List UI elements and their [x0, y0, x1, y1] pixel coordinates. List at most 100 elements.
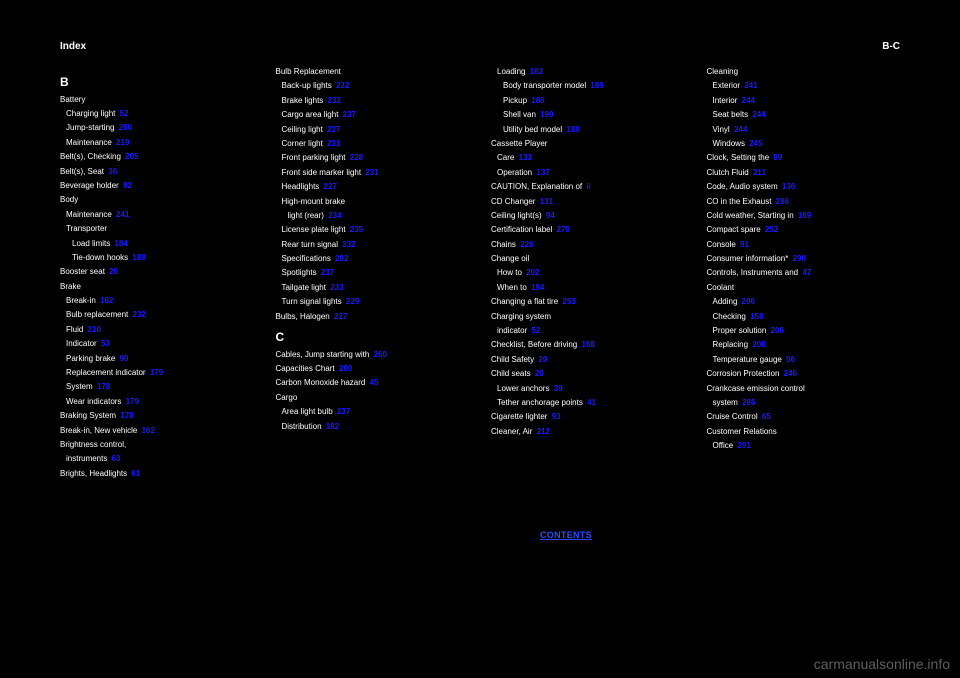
page-number-link[interactable]: 41 — [587, 398, 596, 408]
page-number-link[interactable]: 182 — [530, 67, 543, 77]
page-number-link[interactable]: 162 — [142, 426, 155, 436]
page-number-link[interactable]: 233 — [330, 283, 343, 293]
page-number-link[interactable]: 253 — [562, 297, 575, 307]
page-number-link[interactable]: 252 — [765, 225, 778, 235]
page-number-link[interactable]: 36 — [108, 167, 117, 177]
page-number-link[interactable]: 168 — [582, 340, 595, 350]
page-number-link[interactable]: 136 — [782, 182, 795, 192]
contents-link[interactable]: CONTENTS — [540, 530, 592, 540]
page-number-link[interactable]: 229 — [346, 297, 359, 307]
index-entry: Customer Relations — [707, 427, 901, 437]
page-number-link[interactable]: 241 — [116, 210, 129, 220]
page-number-link[interactable]: 232 — [342, 240, 355, 250]
page-number-link[interactable]: 56 — [786, 355, 795, 365]
page-number-link[interactable]: 245 — [749, 139, 762, 149]
page-number-link[interactable]: 237 — [327, 125, 340, 135]
page-number-link[interactable]: 210 — [88, 325, 101, 335]
page-number-link[interactable]: 26 — [109, 267, 118, 277]
page-number-link[interactable]: 202 — [526, 268, 539, 278]
page-number-link[interactable]: 211 — [753, 168, 766, 178]
page-number-link[interactable]: 244 — [752, 110, 765, 120]
page-number-link[interactable]: 246 — [784, 369, 797, 379]
page-number-link[interactable]: 228 — [350, 153, 363, 163]
index-entry: Parking brake 90 — [60, 354, 254, 364]
page-number-link[interactable]: 189 — [132, 253, 145, 263]
page-number-link[interactable]: 194 — [531, 283, 544, 293]
page-number-link[interactable]: 205 — [125, 152, 138, 162]
page-number-link[interactable]: 237 — [343, 110, 356, 120]
page-number-link[interactable]: 20 — [538, 355, 547, 365]
page-number-link[interactable]: 237 — [321, 268, 334, 278]
page-number-link[interactable]: 91 — [740, 240, 749, 250]
page-number-link[interactable]: 227 — [334, 312, 347, 322]
page-number-link[interactable]: 39 — [554, 384, 563, 394]
page-number-link[interactable]: 244 — [734, 125, 747, 135]
page-number-link[interactable]: 189 — [566, 125, 579, 135]
index-entry: High-mount brake — [276, 197, 470, 207]
page-number-link[interactable]: 291 — [737, 441, 750, 451]
page-number-link[interactable]: 237 — [337, 407, 350, 417]
entry-label: Brightness control, — [60, 440, 126, 449]
page-number-link[interactable]: 286 — [742, 398, 755, 408]
page-number-link[interactable]: 260 — [374, 350, 387, 360]
page-number-link[interactable]: 53 — [101, 339, 110, 349]
page-number-link[interactable]: 178 — [120, 411, 133, 421]
page-number-link[interactable]: 137 — [536, 168, 549, 178]
index-entry: Cleaning — [707, 67, 901, 77]
page-number-link[interactable]: 212 — [537, 427, 550, 437]
page-number-link[interactable]: 231 — [365, 168, 378, 178]
page-number-link[interactable]: 169 — [798, 211, 811, 221]
page-number-link[interactable]: 158 — [750, 312, 763, 322]
page-number-link[interactable]: 232 — [133, 310, 146, 320]
page-number-link[interactable]: 179 — [150, 368, 163, 378]
entry-label: Capacities Chart — [276, 364, 335, 373]
page-number-link[interactable]: 63 — [112, 454, 121, 464]
page-number-link[interactable]: ii — [586, 182, 590, 192]
page-number-link[interactable]: 231 — [327, 139, 340, 149]
page-number-link[interactable]: 260 — [119, 123, 132, 133]
page-number-link[interactable]: 61 — [131, 469, 140, 479]
index-entry: Tie-down hooks 189 — [60, 253, 254, 263]
page-number-link[interactable]: 45 — [370, 378, 379, 388]
page-number-link[interactable]: 282 — [335, 254, 348, 264]
page-number-link[interactable]: 286 — [776, 197, 789, 207]
page-number-link[interactable]: 131 — [540, 197, 553, 207]
page-number-link[interactable]: 206 — [742, 297, 755, 307]
page-number-link[interactable]: 89 — [773, 153, 782, 163]
page-number-link[interactable]: 280 — [339, 364, 352, 374]
page-number-link[interactable]: 162 — [100, 296, 113, 306]
page-number-link[interactable]: 52 — [120, 109, 129, 119]
page-number-link[interactable]: 93 — [552, 412, 561, 422]
page-number-link[interactable]: 232 — [328, 96, 341, 106]
page-number-link[interactable]: 206 — [771, 326, 784, 336]
page-number-link[interactable]: 178 — [97, 382, 110, 392]
page-number-link[interactable]: 52 — [531, 326, 540, 336]
page-number-link[interactable]: 232 — [336, 81, 349, 91]
page-number-link[interactable]: 278 — [557, 225, 570, 235]
page-number-link[interactable]: 208 — [752, 340, 765, 350]
page-number-link[interactable]: 241 — [744, 81, 757, 91]
page-number-link[interactable]: 227 — [324, 182, 337, 192]
index-entry: Tailgate light 233 — [276, 283, 470, 293]
page-number-link[interactable]: 182 — [326, 422, 339, 432]
page-number-link[interactable]: 92 — [123, 181, 132, 191]
page-number-link[interactable]: 244 — [742, 96, 755, 106]
entry-label: Changing a flat tire — [491, 297, 558, 306]
page-number-link[interactable]: 94 — [546, 211, 555, 221]
page-number-link[interactable]: 234 — [328, 211, 341, 221]
page-number-link[interactable]: 184 — [114, 239, 127, 249]
page-number-link[interactable]: 20 — [535, 369, 544, 379]
page-number-link[interactable]: 235 — [350, 225, 363, 235]
page-number-link[interactable]: 133 — [519, 153, 532, 163]
page-number-link[interactable]: 190 — [540, 110, 553, 120]
page-number-link[interactable]: 186 — [531, 96, 544, 106]
page-number-link[interactable]: 47 — [802, 268, 811, 278]
entry-label: Windows — [707, 139, 745, 148]
page-number-link[interactable]: 219 — [116, 138, 129, 148]
page-number-link[interactable]: 65 — [762, 412, 771, 422]
page-number-link[interactable]: 290 — [793, 254, 806, 264]
page-number-link[interactable]: 226 — [520, 240, 533, 250]
page-number-link[interactable]: 189 — [590, 81, 603, 91]
page-number-link[interactable]: 179 — [126, 397, 139, 407]
page-number-link[interactable]: 90 — [120, 354, 129, 364]
